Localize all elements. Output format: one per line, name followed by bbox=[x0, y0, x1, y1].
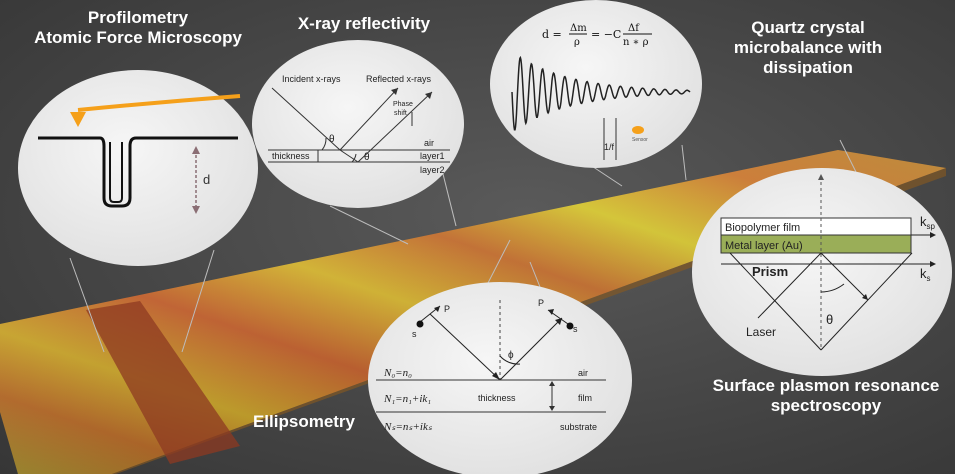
spr-title-line2: spectroscopy bbox=[770, 396, 882, 415]
sensor-icon bbox=[632, 126, 644, 134]
afm-thickness-label: d bbox=[203, 172, 210, 187]
spr-title-line1: Surface plasmon resonance bbox=[712, 376, 940, 395]
xray-phase-label-1: Phase bbox=[393, 101, 413, 108]
scratch-region bbox=[86, 301, 240, 464]
ellipso-n0: N₀=n₀ bbox=[383, 367, 412, 379]
ellipso-s1: s bbox=[412, 329, 417, 339]
qcm-title-line2: microbalance with bbox=[733, 38, 883, 57]
spr-metal-label: Metal layer (Au) bbox=[725, 240, 803, 252]
xray-layer1-label: layer1 bbox=[420, 151, 445, 161]
xray-incident-label: Incident x-rays bbox=[282, 74, 341, 84]
afm-title: Profilometry Atomic Force Microscopy bbox=[22, 8, 254, 48]
afm-bubble: d bbox=[18, 70, 258, 266]
qcm-eq-df: Δf bbox=[628, 23, 640, 34]
ellipso-p2: P bbox=[538, 298, 544, 308]
qcm-eq-nrho: n ∗ ρ bbox=[623, 37, 649, 48]
spr-bubble: Biopolymer film Metal layer (Au) ksp ks … bbox=[692, 168, 952, 376]
xray-phase-label-2: shift bbox=[394, 110, 407, 117]
spr-ksp-label: ksp bbox=[920, 214, 936, 231]
afm-title-line1: Profilometry bbox=[87, 8, 189, 27]
afm-tip bbox=[70, 112, 86, 127]
qcm-eq-dm: Δm bbox=[570, 23, 587, 34]
ellipso-thickness: thickness bbox=[478, 393, 516, 403]
ellipso-air: air bbox=[578, 368, 588, 378]
qcm-sensor-label: Sensor bbox=[632, 137, 648, 143]
spr-biopolymer-label: Biopolymer film bbox=[725, 222, 800, 234]
xray-layer2-label: layer2 bbox=[420, 165, 445, 175]
xray-title: X-ray reflectivity bbox=[297, 14, 431, 33]
xray-reflected-label: Reflected x-rays bbox=[366, 74, 432, 84]
spr-prism-label: Prism bbox=[752, 264, 788, 279]
ellipsometry-bubble: P s P s ϕ N₀=n₀ N₁=n₁+ik₁ Nₛ=nₛ+ikₛ air … bbox=[368, 282, 632, 474]
qcm-bubble: 1/f Sensor d = Δm ρ = −C Δf n ∗ ρ bbox=[490, 0, 702, 168]
ellipsometry-title: Ellipsometry bbox=[252, 412, 356, 431]
afm-title-line2: Atomic Force Microscopy bbox=[34, 28, 242, 47]
qcm-title-line3: dissipation bbox=[763, 58, 853, 77]
xray-theta-1: θ bbox=[329, 134, 335, 145]
damped-oscillation bbox=[511, 55, 691, 131]
xray-bubble: Incident x-rays Reflected x-rays Phase s… bbox=[252, 40, 464, 208]
ellipso-ns: Nₛ=nₛ+ikₛ bbox=[383, 421, 433, 433]
ellipso-n1: N₁=n₁+ik₁ bbox=[383, 393, 431, 405]
ellipso-substrate: substrate bbox=[560, 422, 597, 432]
metal-layer bbox=[720, 234, 912, 254]
spr-ks-label: ks bbox=[920, 266, 931, 283]
surface-profile bbox=[38, 136, 238, 208]
qcm-eq-rho: ρ bbox=[574, 37, 580, 48]
ellipso-s2: s bbox=[573, 324, 578, 334]
qcm-eq-d: d = bbox=[542, 28, 562, 41]
ellipso-film: film bbox=[578, 393, 592, 403]
cantilever bbox=[77, 94, 241, 112]
qcm-eq-c: = −C bbox=[591, 28, 621, 41]
spr-laser-label: Laser bbox=[746, 325, 776, 339]
spr-theta-label: θ bbox=[826, 312, 833, 327]
xray-theta-2: θ bbox=[364, 152, 370, 163]
qcm-period-label: 1/f bbox=[604, 142, 615, 152]
xray-thickness-label: thickness bbox=[272, 151, 310, 161]
spr-title: Surface plasmon resonance spectroscopy bbox=[703, 376, 949, 416]
ellipso-phi: ϕ bbox=[508, 350, 514, 361]
qcm-title-line1: Quartz crystal bbox=[751, 18, 865, 37]
qcm-title: Quartz crystal microbalance with dissipa… bbox=[710, 18, 906, 78]
ellipso-p1: P bbox=[444, 304, 450, 314]
xray-air-label: air bbox=[424, 138, 434, 148]
